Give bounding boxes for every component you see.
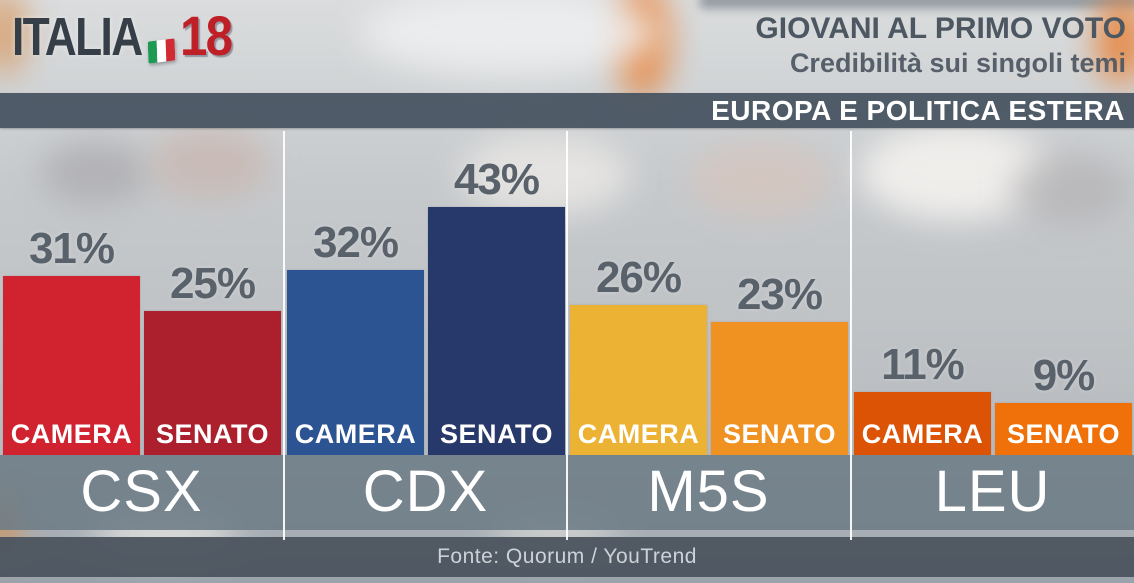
series-label: SENATO (439, 419, 554, 449)
value-label: 9% (1032, 351, 1096, 400)
bar-leu-camera: CAMERA (854, 392, 991, 455)
column-divider (566, 131, 568, 540)
background-blur-blob (690, 145, 830, 215)
value-label: 23% (736, 270, 823, 319)
logo-year-text: 18 (179, 4, 233, 67)
bar-m5s-camera: CAMERA (570, 305, 707, 455)
bar-m5s-senato: SENATO (711, 322, 848, 455)
series-label: CAMERA (577, 419, 700, 449)
background-blur-blob (1010, 155, 1130, 225)
program-title: GIOVANI AL PRIMO VOTO (755, 12, 1126, 45)
value-label: 32% (312, 218, 399, 267)
chart-group-leu: 11% CAMERA 9% SENATO (851, 128, 1134, 455)
category-label-cdx: CDX (362, 459, 489, 524)
bar-csx-camera: CAMERA (3, 276, 140, 455)
value-label: 11% (881, 340, 965, 389)
value-label: 26% (595, 253, 682, 302)
series-label: SENATO (155, 419, 270, 449)
bar-slot: 11% CAMERA (854, 128, 991, 455)
background-blur-blob (40, 140, 150, 205)
value-label: 43% (453, 155, 540, 204)
logo-italia-text: ITALIA (12, 7, 143, 67)
column-divider (283, 131, 285, 540)
source-text: Fonte: Quorum / YouTrend (437, 545, 697, 568)
source-band: Fonte: Quorum / YouTrend (0, 537, 1134, 577)
background-blur-blob (1096, 0, 1134, 85)
background-blur-blob (460, 135, 630, 215)
bar-leu-senato: SENATO (995, 403, 1132, 455)
chart-group-cdx: 32% CAMERA 43% SENATO (284, 128, 567, 455)
italia18-logo: ITALIA 18 (12, 4, 238, 67)
chart-group-m5s: 26% CAMERA 23% SENATO (567, 128, 850, 455)
category-label-leu: LEU (934, 459, 1051, 524)
series-label: CAMERA (10, 419, 133, 449)
background-blur-blob (700, 0, 1134, 8)
bar-cdx-senato: SENATO (428, 207, 565, 455)
header-titles: GIOVANI AL PRIMO VOTO Credibilità sui si… (755, 12, 1126, 79)
background-blur-blob (360, 0, 660, 75)
bar-slot: 25% SENATO (144, 128, 281, 455)
bar-slot: 23% SENATO (711, 128, 848, 455)
series-label: SENATO (1006, 419, 1121, 449)
value-label: 25% (169, 259, 256, 308)
bar-cdx-camera: CAMERA (287, 270, 424, 455)
bar-csx-senato: SENATO (144, 311, 281, 455)
bar-slot: 9% SENATO (995, 128, 1132, 455)
italian-flag-icon (147, 38, 176, 64)
category-label-m5s: M5S (647, 459, 770, 524)
series-label: CAMERA (294, 419, 417, 449)
chart-group-csx: 31% CAMERA 25% SENATO (0, 128, 283, 455)
topic-banner-text: EUROPA E POLITICA ESTERA (711, 94, 1125, 126)
category-label-csx: CSX (80, 459, 203, 524)
series-label: CAMERA (861, 419, 984, 449)
series-label: SENATO (722, 419, 837, 449)
value-label: 31% (28, 224, 115, 273)
bar-slot: 31% CAMERA (3, 128, 140, 455)
topic-banner: EUROPA E POLITICA ESTERA (0, 93, 1134, 128)
column-divider (850, 131, 852, 540)
background-blur-blob (150, 128, 270, 198)
bar-slot: 32% CAMERA (287, 128, 424, 455)
bar-slot: 43% SENATO (428, 128, 565, 455)
program-subtitle: Credibilità sui singoli temi (789, 48, 1126, 78)
bar-chart-plot: 31% CAMERA 25% SENATO 32% CAMERA 43% (0, 128, 1134, 455)
bar-slot: 26% CAMERA (570, 128, 707, 455)
